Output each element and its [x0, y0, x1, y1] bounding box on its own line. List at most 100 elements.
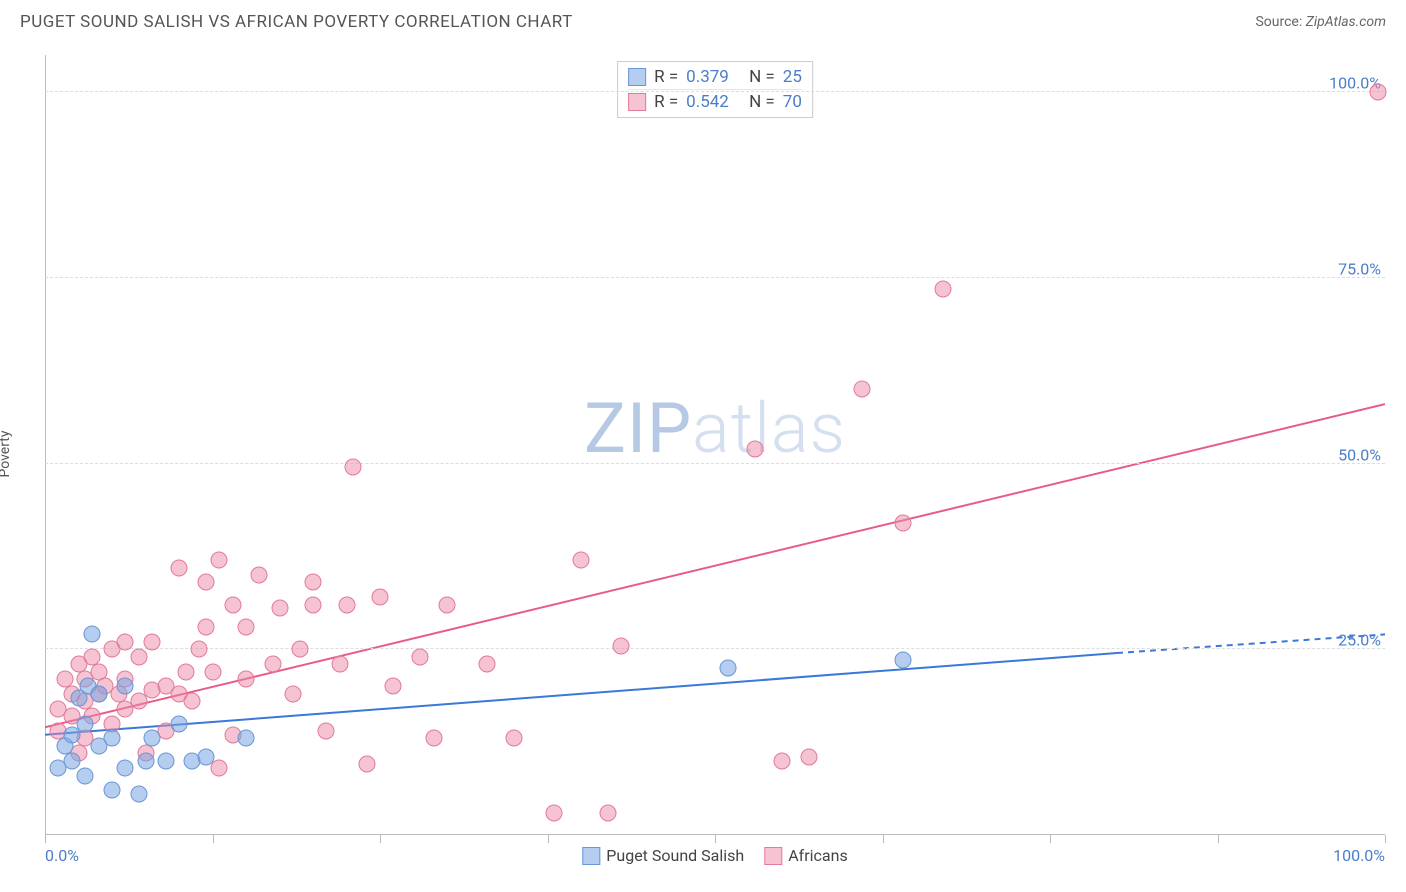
chart-title: PUGET SOUND SALISH VS AFRICAN POVERTY CO… — [20, 12, 573, 32]
gridline — [45, 91, 1385, 92]
xtick — [380, 835, 381, 843]
data-point-salish — [63, 752, 80, 769]
legend-label-africans: Africans — [788, 846, 847, 865]
swatch-salish — [628, 68, 646, 86]
data-point-salish — [117, 678, 134, 695]
legend-series: Puget Sound Salish Africans — [582, 846, 847, 865]
data-point-africans — [211, 760, 228, 777]
data-point-africans — [372, 589, 389, 606]
data-point-africans — [224, 596, 241, 613]
data-point-africans — [171, 559, 188, 576]
gridline — [45, 463, 1385, 464]
trend-lines — [45, 55, 1385, 835]
data-point-salish — [77, 767, 94, 784]
n-value-africans: 70 — [783, 92, 802, 112]
data-point-africans — [439, 596, 456, 613]
data-point-africans — [117, 633, 134, 650]
xtick — [883, 835, 884, 843]
data-point-africans — [251, 567, 268, 584]
data-point-africans — [191, 641, 208, 658]
n-value-salish: 25 — [783, 67, 802, 87]
data-point-salish — [130, 786, 147, 803]
data-point-africans — [345, 459, 362, 476]
ytick-label: 75.0% — [1338, 259, 1381, 278]
data-point-salish — [171, 715, 188, 732]
data-point-africans — [305, 596, 322, 613]
xtick-label: 100.0% — [1333, 846, 1385, 865]
data-point-africans — [211, 552, 228, 569]
xtick — [715, 835, 716, 843]
r-value-africans: 0.542 — [686, 92, 729, 112]
data-point-salish — [720, 659, 737, 676]
data-point-salish — [238, 730, 255, 747]
data-point-salish — [157, 752, 174, 769]
data-point-africans — [271, 600, 288, 617]
data-point-salish — [90, 685, 107, 702]
data-point-africans — [305, 574, 322, 591]
data-point-africans — [479, 656, 496, 673]
data-point-africans — [774, 752, 791, 769]
data-point-africans — [1370, 84, 1387, 101]
gridline — [45, 648, 1385, 649]
legend-item-africans: Africans — [764, 846, 847, 865]
data-point-africans — [854, 381, 871, 398]
legend-stats-row-africans: R = 0.542 N = 70 — [628, 89, 802, 114]
data-point-africans — [238, 619, 255, 636]
gridline — [45, 277, 1385, 278]
data-point-africans — [184, 693, 201, 710]
legend-label-salish: Puget Sound Salish — [606, 846, 744, 865]
data-point-salish — [197, 749, 214, 766]
swatch-africans-icon — [764, 847, 782, 865]
data-point-africans — [204, 663, 221, 680]
data-point-africans — [284, 685, 301, 702]
y-axis-label: Poverty — [0, 430, 13, 477]
data-point-africans — [934, 281, 951, 298]
data-point-africans — [197, 619, 214, 636]
data-point-africans — [358, 756, 375, 773]
data-point-africans — [130, 648, 147, 665]
data-point-africans — [613, 637, 630, 654]
data-point-africans — [385, 678, 402, 695]
data-point-africans — [238, 671, 255, 688]
ytick-label: 25.0% — [1338, 631, 1381, 650]
data-point-africans — [264, 656, 281, 673]
swatch-salish-icon — [582, 847, 600, 865]
data-point-africans — [506, 730, 523, 747]
xtick-label: 0.0% — [45, 846, 79, 865]
xtick — [1218, 835, 1219, 843]
data-point-salish — [894, 652, 911, 669]
legend-stats: R = 0.379 N = 25 R = 0.542 N = 70 — [617, 61, 813, 118]
data-point-africans — [197, 574, 214, 591]
data-point-africans — [144, 633, 161, 650]
data-point-africans — [599, 804, 616, 821]
y-axis — [45, 55, 46, 835]
data-point-salish — [144, 730, 161, 747]
data-point-africans — [894, 515, 911, 532]
xtick — [1050, 835, 1051, 843]
chart-plot-area: ZIPatlas R = 0.379 N = 25 R = 0.542 N = … — [45, 55, 1385, 835]
data-point-africans — [747, 440, 764, 457]
source-attribution: Source: ZipAtlas.com — [1255, 14, 1386, 30]
data-point-africans — [546, 804, 563, 821]
data-point-africans — [177, 663, 194, 680]
xtick — [45, 835, 46, 843]
swatch-africans — [628, 93, 646, 111]
data-point-salish — [83, 626, 100, 643]
data-point-africans — [331, 656, 348, 673]
xtick — [213, 835, 214, 843]
xtick — [1385, 835, 1386, 843]
data-point-africans — [425, 730, 442, 747]
data-point-africans — [800, 749, 817, 766]
data-point-africans — [573, 552, 590, 569]
data-point-africans — [338, 596, 355, 613]
data-point-africans — [412, 648, 429, 665]
data-point-salish — [104, 730, 121, 747]
data-point-salish — [77, 715, 94, 732]
legend-item-salish: Puget Sound Salish — [582, 846, 744, 865]
xtick — [548, 835, 549, 843]
watermark: ZIPatlas — [584, 388, 846, 470]
data-point-salish — [117, 760, 134, 777]
data-point-africans — [318, 723, 335, 740]
r-value-salish: 0.379 — [686, 67, 729, 87]
data-point-salish — [137, 752, 154, 769]
